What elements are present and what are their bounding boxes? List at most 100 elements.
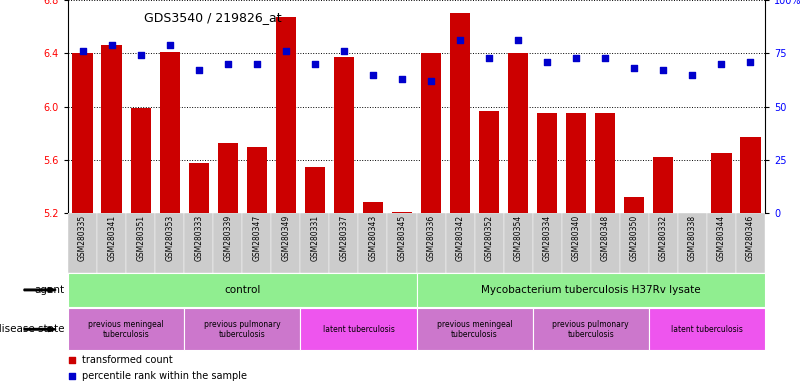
- Point: [308, 61, 321, 67]
- Bar: [276, 17, 296, 213]
- Point: [367, 71, 380, 78]
- Bar: [392, 212, 413, 213]
- Bar: [218, 142, 238, 213]
- Text: control: control: [224, 285, 260, 295]
- Bar: [242, 213, 272, 273]
- Bar: [68, 308, 184, 351]
- Text: disease state: disease state: [0, 324, 64, 334]
- Point: [657, 67, 670, 73]
- Text: GSM280352: GSM280352: [485, 215, 493, 261]
- Text: previous meningeal
tuberculosis: previous meningeal tuberculosis: [88, 319, 164, 339]
- Bar: [678, 213, 706, 273]
- Bar: [682, 213, 702, 224]
- Text: latent tuberculosis: latent tuberculosis: [671, 325, 743, 334]
- Point: [65, 373, 78, 379]
- Text: GSM280347: GSM280347: [252, 215, 261, 261]
- Bar: [72, 53, 93, 213]
- Bar: [653, 157, 674, 213]
- Text: GSM280339: GSM280339: [223, 215, 232, 261]
- Text: GSM280340: GSM280340: [572, 215, 581, 261]
- Point: [163, 42, 176, 48]
- Bar: [184, 308, 300, 351]
- Text: GSM280338: GSM280338: [688, 215, 697, 261]
- Text: GSM280342: GSM280342: [456, 215, 465, 261]
- Bar: [445, 213, 474, 273]
- Point: [570, 55, 582, 61]
- Text: GSM280335: GSM280335: [78, 215, 87, 261]
- Text: GSM280343: GSM280343: [368, 215, 377, 261]
- Bar: [159, 52, 180, 213]
- Text: GSM280346: GSM280346: [746, 215, 755, 261]
- Text: GSM280349: GSM280349: [281, 215, 290, 261]
- Point: [135, 52, 147, 58]
- Point: [744, 59, 757, 65]
- Text: GSM280331: GSM280331: [311, 215, 320, 261]
- Point: [453, 37, 466, 43]
- Bar: [304, 167, 325, 213]
- Text: previous pulmonary
tuberculosis: previous pulmonary tuberculosis: [204, 319, 280, 339]
- Point: [280, 48, 292, 54]
- Bar: [131, 108, 151, 213]
- Bar: [421, 53, 441, 213]
- Text: GSM280345: GSM280345: [397, 215, 406, 261]
- Bar: [450, 13, 470, 213]
- Text: GDS3540 / 219826_at: GDS3540 / 219826_at: [144, 12, 282, 25]
- Text: GSM280353: GSM280353: [165, 215, 174, 261]
- Point: [512, 37, 525, 43]
- Bar: [388, 213, 417, 273]
- Point: [65, 356, 78, 362]
- Bar: [363, 202, 383, 213]
- Bar: [213, 213, 242, 273]
- Bar: [736, 213, 765, 273]
- Bar: [102, 45, 122, 213]
- Bar: [184, 213, 213, 273]
- Text: GSM280332: GSM280332: [659, 215, 668, 261]
- Point: [105, 42, 118, 48]
- Point: [686, 71, 698, 78]
- Text: GSM280350: GSM280350: [630, 215, 638, 261]
- Text: GSM280336: GSM280336: [427, 215, 436, 261]
- Bar: [300, 213, 329, 273]
- Point: [541, 59, 553, 65]
- Bar: [474, 213, 504, 273]
- Text: previous pulmonary
tuberculosis: previous pulmonary tuberculosis: [553, 319, 629, 339]
- Text: Mycobacterium tuberculosis H37Rv lysate: Mycobacterium tuberculosis H37Rv lysate: [481, 285, 701, 295]
- Bar: [711, 153, 731, 213]
- Bar: [127, 213, 155, 273]
- Bar: [417, 213, 445, 273]
- Bar: [537, 113, 557, 213]
- Point: [425, 78, 437, 84]
- Bar: [533, 308, 649, 351]
- Text: GSM280337: GSM280337: [340, 215, 348, 261]
- Bar: [504, 213, 533, 273]
- Bar: [68, 213, 97, 273]
- Bar: [595, 113, 615, 213]
- Bar: [620, 213, 649, 273]
- Text: GSM280344: GSM280344: [717, 215, 726, 261]
- Text: latent tuberculosis: latent tuberculosis: [323, 325, 394, 334]
- Bar: [508, 53, 529, 213]
- Bar: [649, 308, 765, 351]
- Bar: [155, 213, 184, 273]
- Text: GSM280341: GSM280341: [107, 215, 116, 261]
- Bar: [562, 213, 590, 273]
- Text: percentile rank within the sample: percentile rank within the sample: [82, 371, 247, 381]
- Text: GSM280334: GSM280334: [543, 215, 552, 261]
- Point: [599, 55, 612, 61]
- Point: [396, 76, 409, 82]
- Text: previous meningeal
tuberculosis: previous meningeal tuberculosis: [437, 319, 513, 339]
- Bar: [68, 273, 417, 306]
- Text: GSM280333: GSM280333: [195, 215, 203, 261]
- Bar: [566, 113, 586, 213]
- Bar: [272, 213, 300, 273]
- Bar: [590, 213, 620, 273]
- Bar: [334, 57, 354, 213]
- Bar: [649, 213, 678, 273]
- Bar: [417, 273, 765, 306]
- Bar: [740, 137, 761, 213]
- Point: [192, 67, 205, 73]
- Text: GSM280348: GSM280348: [601, 215, 610, 261]
- Bar: [329, 213, 359, 273]
- Bar: [706, 213, 736, 273]
- Point: [337, 48, 350, 54]
